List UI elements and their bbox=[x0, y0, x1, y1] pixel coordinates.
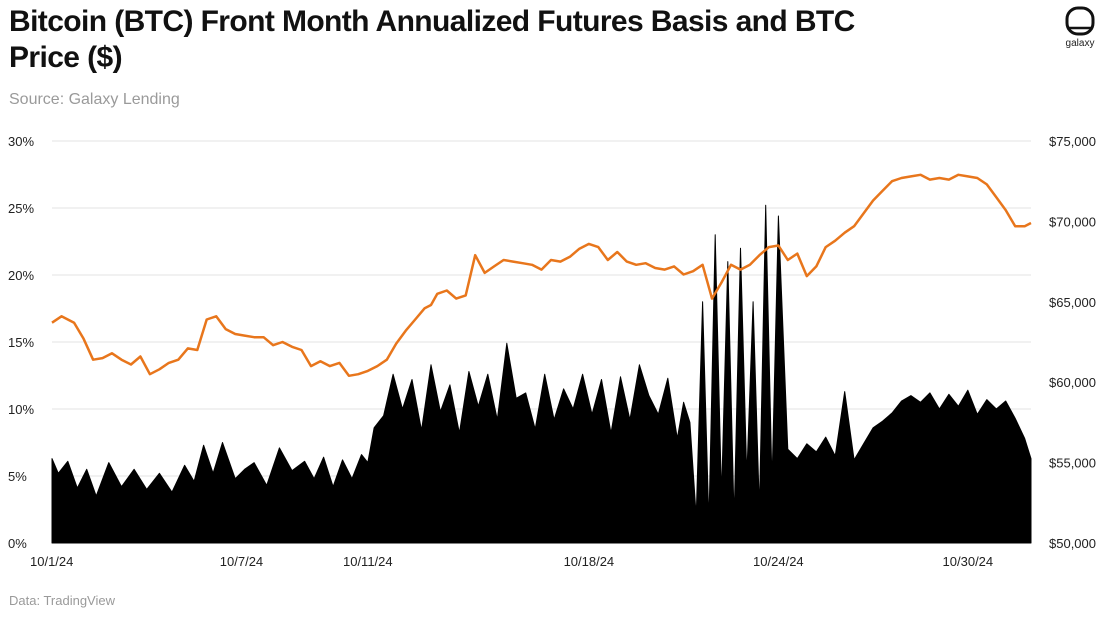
y-right-tick-label: $55,000 bbox=[1049, 456, 1096, 471]
y-left-tick-label: 25% bbox=[8, 201, 34, 216]
x-tick-label: 10/11/24 bbox=[343, 554, 393, 569]
chart-title: Bitcoin (BTC) Front Month Annualized Fut… bbox=[9, 5, 855, 74]
y-left-tick-label: 10% bbox=[8, 402, 34, 417]
y-left-tick-label: 15% bbox=[8, 335, 34, 350]
y-right-tick-label: $65,000 bbox=[1049, 295, 1096, 310]
galaxy-logo: galaxy bbox=[1062, 6, 1098, 49]
y-right-tick-label: $75,000 bbox=[1049, 134, 1096, 149]
y-left-tick-label: 30% bbox=[8, 134, 34, 149]
x-tick-label: 10/1/24 bbox=[30, 554, 73, 569]
y-right-tick-label: $70,000 bbox=[1049, 214, 1096, 229]
chart-subtitle: Source: Galaxy Lending bbox=[9, 91, 180, 108]
galaxy-logo-text: galaxy bbox=[1065, 38, 1095, 49]
basis-area-series bbox=[51, 204, 1032, 544]
galaxy-logo-icon bbox=[1065, 6, 1095, 36]
y-left-tick-label: 20% bbox=[8, 268, 34, 283]
x-tick-label: 10/30/24 bbox=[943, 554, 994, 569]
x-tick-label: 10/7/24 bbox=[220, 554, 263, 569]
x-tick-label: 10/18/24 bbox=[564, 554, 615, 569]
footer-note: Data: TradingView bbox=[9, 593, 115, 608]
y-right-tick-label: $60,000 bbox=[1049, 375, 1096, 390]
y-left-tick-label: 5% bbox=[8, 469, 27, 484]
y-right-tick-label: $50,000 bbox=[1049, 536, 1096, 551]
y-left-tick-label: 0% bbox=[8, 536, 27, 551]
btc-price-line-series bbox=[51, 173, 1032, 378]
x-tick-label: 10/24/24 bbox=[753, 554, 804, 569]
